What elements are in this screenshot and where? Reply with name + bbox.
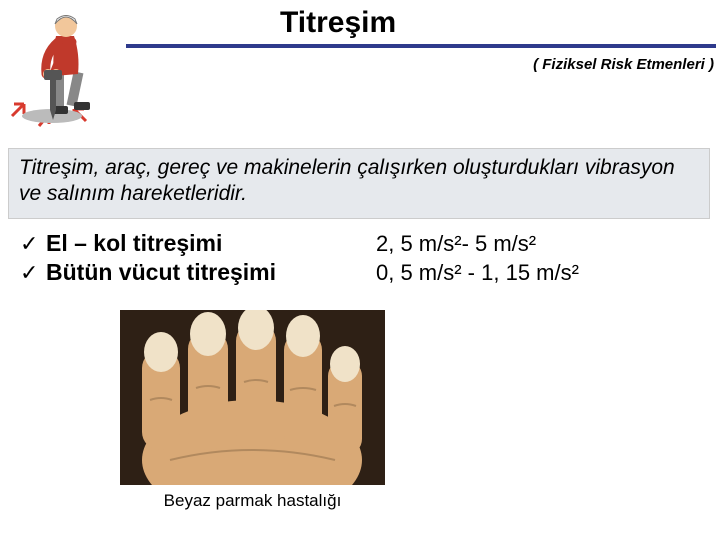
- check-icon: ✓: [20, 260, 46, 286]
- photo-figure: Beyaz parmak hastalığı: [120, 310, 385, 511]
- title-underline: [126, 44, 716, 48]
- bullet-list: ✓ El – kol titreşimi 2, 5 m/s²- 5 m/s² ✓…: [20, 230, 700, 288]
- definition-box: Titreşim, araç, gereç ve makinelerin çal…: [8, 148, 710, 219]
- bullet-label: Bütün vücut titreşimi: [46, 259, 376, 286]
- header: Titreşim ( Fiziksel Risk Etmenleri ): [0, 0, 720, 60]
- page-subtitle: ( Fiziksel Risk Etmenleri ): [533, 56, 714, 73]
- check-icon: ✓: [20, 231, 46, 257]
- list-item: ✓ El – kol titreşimi 2, 5 m/s²- 5 m/s²: [20, 230, 700, 257]
- photo-caption: Beyaz parmak hastalığı: [120, 491, 385, 511]
- worker-illustration: [4, 4, 124, 129]
- bullet-label: El – kol titreşimi: [46, 230, 376, 257]
- white-finger-photo: [120, 310, 385, 485]
- page-title: Titreşim: [280, 6, 396, 40]
- definition-text: Titreşim, araç, gereç ve makinelerin çal…: [19, 156, 675, 205]
- bullet-value: 0, 5 m/s² - 1, 15 m/s²: [376, 260, 579, 286]
- bullet-value: 2, 5 m/s²- 5 m/s²: [376, 231, 536, 257]
- list-item: ✓ Bütün vücut titreşimi 0, 5 m/s² - 1, 1…: [20, 259, 700, 286]
